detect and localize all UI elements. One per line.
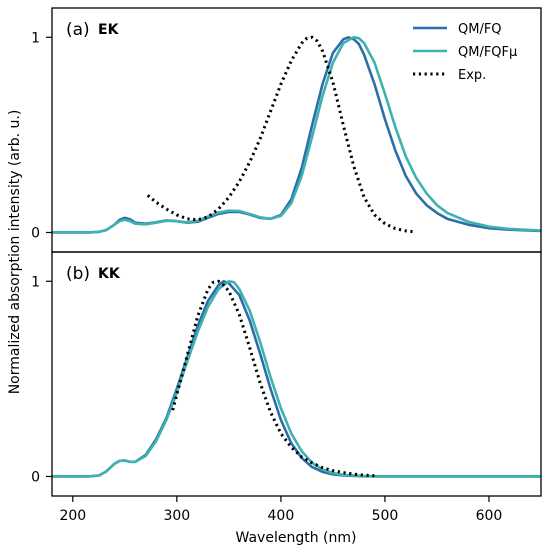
y-tick-label: 1 xyxy=(31,30,40,46)
x-axis: 200 300 400 500 600 xyxy=(59,496,502,524)
y-tick-label: 0 xyxy=(31,469,40,485)
panel-a: 0 1 (a) EK QM/FQ QM/FQFμ Exp. xyxy=(31,7,542,253)
panel-molecule-label: EK xyxy=(98,22,120,38)
legend-label-exp: Exp. xyxy=(458,68,486,83)
series-line-qm-fq-panel-b xyxy=(52,279,541,478)
panel-label: (a) xyxy=(66,20,90,40)
panel-b: 0 1 (b) KK xyxy=(31,251,542,497)
y-tick-label: 0 xyxy=(31,225,40,241)
series-line-qm-fqfmu-panel-b xyxy=(52,279,541,478)
x-axis-label: Wavelength (nm) xyxy=(236,530,357,546)
x-tick-label: 600 xyxy=(476,508,503,524)
legend: QM/FQ QM/FQFμ Exp. xyxy=(413,22,517,83)
x-tick-label: 400 xyxy=(268,508,295,524)
series-line-exp-panel-b xyxy=(171,279,375,478)
x-tick-label: 500 xyxy=(372,508,399,524)
legend-label-qm-fqfmu: QM/FQFμ xyxy=(458,45,517,60)
panel-label: (b) xyxy=(66,264,90,284)
y-axis-label: Normalized absorption intensity (arb. u.… xyxy=(7,110,23,395)
series-line-qm-fqfmu-panel-a xyxy=(52,35,541,234)
x-tick-label: 300 xyxy=(163,508,190,524)
legend-label-qm-fq: QM/FQ xyxy=(458,22,502,37)
x-tick-label: 200 xyxy=(59,508,86,524)
y-tick-label: 1 xyxy=(31,274,40,290)
series-line-qm-fq-panel-a xyxy=(52,35,541,234)
series-line-exp-panel-a xyxy=(146,35,417,234)
panel-frame xyxy=(51,251,542,497)
panel-molecule-label: KK xyxy=(98,266,121,282)
